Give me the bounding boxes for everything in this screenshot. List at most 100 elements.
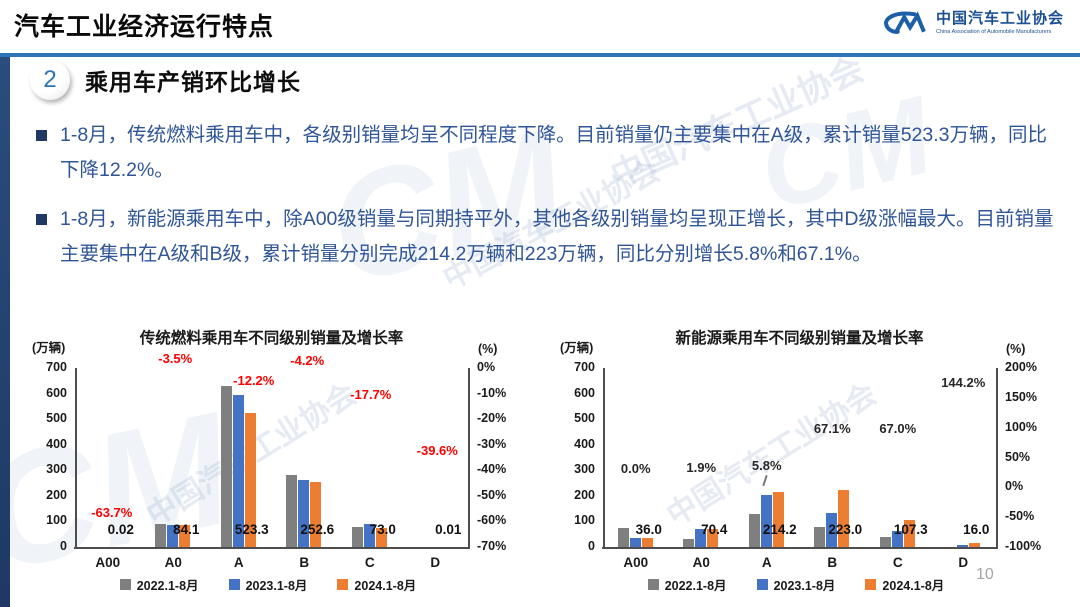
left-axis-line	[603, 368, 605, 548]
bullet-text: 1-8月，传统燃料乘用车中，各级别销量均呈不同程度下降。目前销量仍主要集中在A级…	[60, 124, 1047, 182]
section-header: 2 乘用车产销环比增长	[30, 60, 301, 100]
logo-org-name-en: China Association of Automobile Manufact…	[935, 29, 1052, 36]
category-label: D	[958, 555, 969, 570]
value-label: 73.0	[369, 522, 396, 537]
bar-2023.1-8月-A0	[695, 529, 707, 547]
legend-swatch	[119, 579, 131, 590]
page-title: 汽车工业经济运行特点	[14, 13, 275, 41]
value-label: 16.0	[963, 522, 990, 537]
legend-label: 2024.1-8月	[354, 579, 417, 593]
legend-item: 2023.1-8月	[228, 575, 307, 594]
bullet-marker	[36, 213, 47, 225]
bar-2023.1-8月-C	[363, 524, 375, 547]
chart-legend: 2022.1-8月 2023.1-8月 2024.1-8月	[28, 575, 508, 594]
value-label: 523.3	[234, 522, 269, 537]
chart-fuel-passenger-cars: 传统燃料乘用车不同级别销量及增长率 (万辆) (%) 700 600 500 400 3…	[28, 326, 538, 604]
bullet-item: 1-8月，传统燃料乘用车中，各级别销量均呈不同程度下降。目前销量仍主要集中在A级…	[36, 118, 1060, 189]
value-label: 214.2	[762, 522, 797, 537]
growth-rate-label: -3.5%	[158, 350, 193, 366]
x-axis-line	[602, 547, 998, 549]
secondary-axis-tick-label: -50%	[1005, 509, 1035, 524]
category-label: A00	[95, 555, 121, 570]
legend-swatch	[865, 579, 877, 590]
growth-rate-label: -4.2%	[290, 352, 325, 368]
bullet-list: 1-8月，传统燃料乘用车中，各级别销量均呈不同程度下降。目前销量仍主要集中在A级…	[36, 118, 1060, 286]
left-axis-unit: (万辆)	[32, 341, 66, 355]
bar-2024.1-8月-B	[838, 489, 850, 547]
legend-swatch	[756, 579, 768, 590]
value-label: 0.01	[435, 522, 462, 537]
legend-item: 2024.1-8月	[865, 575, 944, 594]
plot-area: 700 600 500 400 300 200 100 0 0% -10% -20% -30% -40%…	[28, 326, 538, 604]
legend-swatch	[337, 579, 349, 590]
chart-legend: 2022.1-8月 2023.1-8月 2024.1-8月	[556, 575, 1036, 594]
category-label: C	[364, 555, 375, 570]
legend-label: 2022.1-8月	[136, 579, 199, 593]
chart-nev-passenger-cars: 新能源乘用车不同级别销量及增长率 (万辆) (%) 700 600 500 400 30…	[556, 326, 1066, 604]
legend-item: 2022.1-8月	[647, 575, 727, 594]
bar-2023.1-8月-A0	[167, 524, 179, 547]
bar-2023.1-8月-C	[891, 530, 903, 547]
y-axis-tick-label: 600	[46, 385, 67, 400]
bar-2024.1-8月-D	[969, 542, 981, 547]
value-label: 223.0	[828, 522, 863, 537]
category-label: D	[430, 555, 441, 570]
section-number-badge: 2	[30, 60, 70, 100]
legend-item: 2023.1-8月	[756, 575, 835, 594]
x-axis-line	[74, 547, 470, 549]
cm-logo-icon	[884, 11, 926, 34]
bullet-item: 1-8月，新能源乘用车中，除A00级销量与同期持平外，其他各级别销量均呈现正增长…	[36, 202, 1060, 273]
bar-2022.1-8月-C	[879, 536, 891, 547]
y-axis-tick-label: 700	[574, 360, 595, 374]
bullet-text: 1-8月，新能源乘用车中，除A00级销量与同期持平外，其他各级别销量均呈现正增长…	[60, 207, 1054, 266]
bar-2023.1-8月-A	[760, 495, 772, 547]
category-label: B	[827, 555, 838, 570]
bar-2022.1-8月-A	[748, 513, 760, 547]
category-label: A	[761, 555, 772, 570]
secondary-axis-tick-label: -10%	[477, 385, 507, 400]
page-number: 10	[976, 566, 994, 583]
y-axis-tick-label: 100	[46, 513, 67, 528]
legend-label: 2024.1-8月	[882, 579, 945, 593]
legend-item: 2024.1-8月	[337, 575, 416, 594]
logo-org-name: 中国汽车工业协会	[935, 9, 1064, 27]
y-axis-tick-label: 100	[574, 513, 595, 528]
bar-2023.1-8月-D	[957, 545, 969, 547]
secondary-axis-tick-label: 0%	[1005, 479, 1024, 494]
section-title: 乘用车产销环比增长	[85, 69, 301, 95]
y-axis-tick-label: 300	[46, 462, 67, 477]
secondary-axis-tick-label: -20%	[477, 411, 507, 426]
right-axis-line	[468, 368, 470, 548]
bar-2022.1-8月-B	[286, 474, 298, 547]
header-divider	[0, 53, 1080, 57]
right-axis-unit: (%)	[478, 342, 498, 356]
bar-2022.1-8月-C	[351, 526, 363, 547]
left-axis-line	[75, 368, 77, 548]
chart-title: 传统燃料乘用车不同级别销量及增长率	[139, 330, 404, 347]
legend-item: 2022.1-8月	[119, 575, 199, 594]
category-label: C	[892, 555, 903, 570]
y-axis-tick-label: 500	[574, 411, 595, 426]
secondary-axis-tick-label: 150%	[1005, 389, 1037, 404]
y-axis-tick-label: 0	[588, 539, 595, 553]
bar-2022.1-8月-B	[814, 527, 826, 547]
growth-rate-label: -39.6%	[416, 443, 458, 459]
bar-2022.1-8月-A0	[683, 539, 695, 547]
growth-rate-label: -12.2%	[233, 373, 275, 389]
bar-2022.1-8月-A0	[155, 523, 167, 547]
value-label: 84.1	[173, 522, 200, 537]
growth-rate-label: 144.2%	[941, 375, 986, 391]
growth-rate-label: -17.7%	[350, 387, 392, 403]
cmaa-logo: 中国汽车工业协会 China Association of Automobile…	[881, 7, 1064, 39]
value-label: 0.02	[107, 522, 134, 537]
secondary-axis-tick-label: 200%	[1005, 360, 1037, 374]
y-axis-tick-label: 400	[46, 436, 67, 451]
growth-rate-label: 67.0%	[879, 421, 917, 437]
secondary-axis-tick-label: -70%	[477, 539, 507, 553]
bar-2024.1-8月-A	[772, 492, 784, 547]
y-axis-tick-label: 400	[574, 436, 595, 451]
right-axis-line	[996, 368, 998, 548]
bar-2024.1-8月-B	[310, 482, 322, 547]
value-label: 70.4	[701, 522, 728, 537]
